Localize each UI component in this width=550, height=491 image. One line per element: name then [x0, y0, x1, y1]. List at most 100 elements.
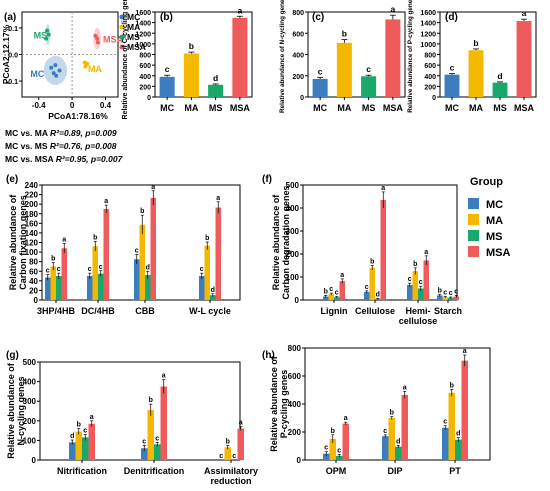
- x-tick-label: MA: [469, 103, 483, 113]
- y-tick-label: 120: [25, 239, 39, 248]
- y-tick-label: 1400: [420, 21, 436, 28]
- sig-letter: c: [46, 268, 50, 275]
- y-tick-label: 100: [23, 436, 37, 445]
- bar-msa: [215, 207, 221, 300]
- sig-letter: a: [238, 5, 243, 15]
- bar-mc: [87, 276, 93, 300]
- y-tick-label: 0: [34, 296, 39, 305]
- bar-ms: [154, 444, 161, 460]
- y-tick-label: 300: [286, 227, 300, 236]
- sig-letter: a: [391, 4, 396, 14]
- sig-letter: c: [454, 288, 458, 295]
- plot-frame: [39, 361, 241, 461]
- bar-ma: [204, 245, 210, 300]
- y-tick-label: 0: [32, 456, 37, 465]
- panel-label: (h): [262, 350, 275, 361]
- bar-msa: [160, 386, 167, 460]
- bar-ms: [336, 455, 343, 460]
- y-axis-label: Relative abundance of P-cycling genes: [407, 0, 414, 113]
- legend-swatch-ms: [468, 230, 479, 241]
- group-label-ma: MA: [88, 64, 102, 74]
- sig-letter: d: [146, 264, 150, 271]
- y-tick-label: 200: [424, 84, 436, 91]
- bar-msa: [385, 19, 401, 97]
- y-tick-label: -0.1: [6, 79, 18, 86]
- x-tick-label: MS: [493, 103, 507, 113]
- y-tick-label: 400: [286, 204, 300, 213]
- sig-letter: b: [331, 428, 335, 435]
- sig-letter: d: [213, 73, 218, 83]
- group-label-msa: MSA: [103, 35, 124, 45]
- bar-msa: [516, 21, 532, 97]
- x-tick-label: MSA: [230, 103, 251, 113]
- bar-mc: [159, 76, 175, 97]
- bar-msa: [150, 197, 156, 300]
- bar-msa: [339, 281, 345, 300]
- sig-letter: b: [189, 41, 194, 51]
- sig-letter: b: [205, 235, 209, 242]
- y-tick-label: 60: [29, 267, 38, 276]
- legend-label-mc: MC: [127, 12, 140, 22]
- point-ma: [83, 64, 88, 69]
- bar-ma: [147, 410, 154, 460]
- x-tick-label: DC/4HB: [81, 306, 115, 316]
- legend-swatch-mc: [468, 198, 479, 209]
- point-ms: [46, 32, 51, 37]
- sig-letter: c: [450, 63, 455, 73]
- bar-ms: [455, 439, 462, 460]
- legend-swatch-ma: [468, 214, 479, 225]
- sig-letter: c: [57, 266, 61, 273]
- bar-msa: [232, 17, 248, 97]
- y-tick-label: 800: [424, 53, 436, 60]
- point-mc: [57, 68, 62, 73]
- bar-msa: [380, 199, 386, 300]
- bar-ms: [375, 298, 381, 300]
- y-axis-label: Relative abundance ofN-cycling genes: [6, 362, 26, 459]
- y-axis-label: Relative abundance ofP-cycling genes: [269, 355, 289, 452]
- sig-letter: c: [165, 64, 170, 74]
- sig-letter: a: [340, 272, 344, 279]
- sig-letter: a: [62, 236, 66, 243]
- bar-msa: [61, 248, 67, 300]
- sig-letter: d: [396, 438, 400, 445]
- bar-msa: [237, 428, 244, 460]
- y-tick-label: 0: [300, 95, 304, 102]
- y-tick-label: 40: [29, 277, 38, 286]
- y-tick-label: 0: [297, 456, 302, 465]
- bar-ma: [369, 267, 375, 300]
- bar-mc: [364, 291, 370, 300]
- point-msa: [95, 40, 100, 45]
- y-tick-label: 500: [286, 181, 300, 190]
- sig-letter: c: [219, 453, 223, 460]
- y-tick-label: 200: [23, 417, 37, 426]
- sig-letter: b: [149, 397, 153, 404]
- x-tick-label: Nitrification: [57, 466, 107, 476]
- x-tick-label: MA: [184, 103, 198, 113]
- legend-swatch-msa: [468, 246, 479, 257]
- sig-letter: c: [155, 435, 159, 442]
- point-ms: [44, 36, 49, 41]
- panel-label: (f): [262, 174, 272, 185]
- sig-letter: b: [51, 256, 55, 263]
- bar-ms: [56, 276, 62, 300]
- y-tick-label: 1200: [135, 31, 151, 38]
- y-tick-label: 220: [25, 191, 39, 200]
- sig-letter: a: [463, 348, 467, 355]
- bar-mc: [323, 453, 330, 460]
- sig-letter: c: [318, 66, 323, 76]
- bar-ms: [208, 84, 224, 97]
- sig-letter: c: [419, 279, 423, 286]
- y-tick-label: 20: [29, 286, 38, 295]
- y-tick-label: 100: [286, 273, 300, 282]
- y-tick-label: 1600: [135, 10, 151, 17]
- x-tick-label: W-L cycle: [189, 306, 231, 316]
- x-tick-label: MC: [313, 103, 327, 113]
- bar-mc: [323, 296, 329, 300]
- bar-mc: [141, 448, 148, 460]
- sig-letter: c: [83, 428, 87, 435]
- legend-label-ms: MS: [127, 32, 140, 42]
- x-tick-label: Cellulose: [355, 306, 395, 316]
